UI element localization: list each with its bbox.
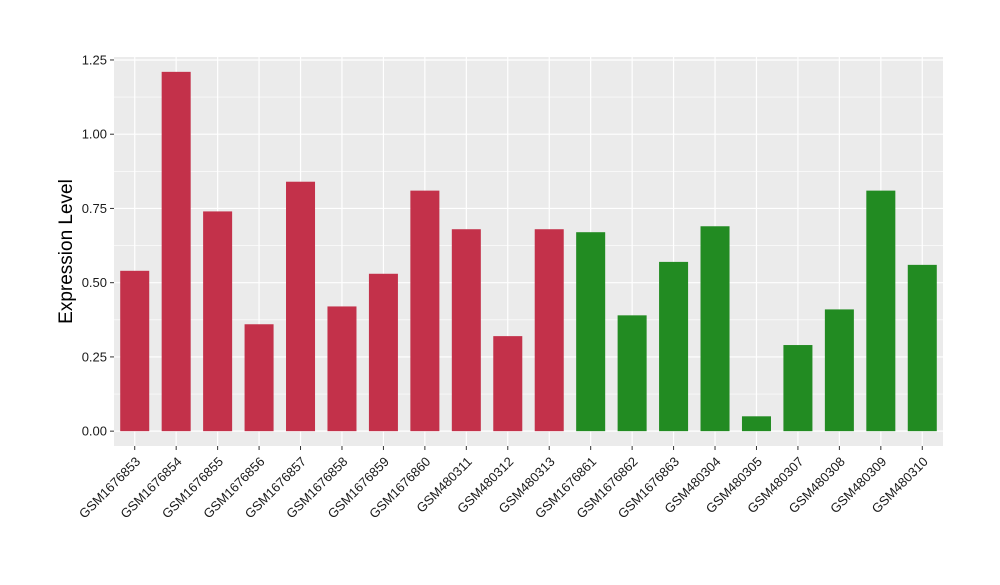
y-tick-label: 1.00: [82, 127, 107, 142]
y-tick-label: 0.00: [82, 424, 107, 439]
bar-GSM480311: [451, 229, 481, 432]
bar-GSM1676859: [368, 273, 398, 432]
bar-GSM1676856: [244, 324, 274, 432]
y-axis: 0.00 0.25 0.50 0.75 1.00 1.25: [82, 52, 114, 439]
plot-panel: [114, 57, 943, 446]
bar-GSM480307: [783, 345, 813, 432]
bar-GSM1676858: [327, 306, 357, 432]
bar-GSM1676854: [161, 71, 191, 432]
y-axis-label: Expression Level: [56, 179, 77, 324]
y-tick-label: 0.50: [82, 275, 107, 290]
bar-GSM480312: [493, 336, 523, 432]
bar-GSM1676861: [576, 232, 606, 432]
bar-GSM1676863: [659, 261, 689, 432]
y-tick-label: 0.25: [82, 349, 107, 364]
bar-GSM480305: [741, 416, 771, 432]
bar-GSM1676855: [203, 211, 233, 432]
bar-GSM480310: [907, 264, 937, 432]
bar-GSM480313: [534, 229, 564, 432]
bar-GSM1676862: [617, 315, 647, 432]
bar-GSM480304: [700, 226, 730, 432]
bar-GSM1676853: [120, 270, 150, 432]
bar-GSM1676857: [286, 181, 316, 432]
bar-GSM480308: [824, 309, 854, 432]
y-tick-label: 1.25: [82, 52, 107, 67]
x-axis: GSM1676853GSM1676854GSM1676855GSM1676856…: [76, 446, 931, 521]
y-tick-label: 0.75: [82, 201, 107, 216]
bar-GSM1676860: [410, 190, 440, 432]
bar-GSM480309: [866, 190, 896, 432]
bars: [120, 71, 937, 432]
